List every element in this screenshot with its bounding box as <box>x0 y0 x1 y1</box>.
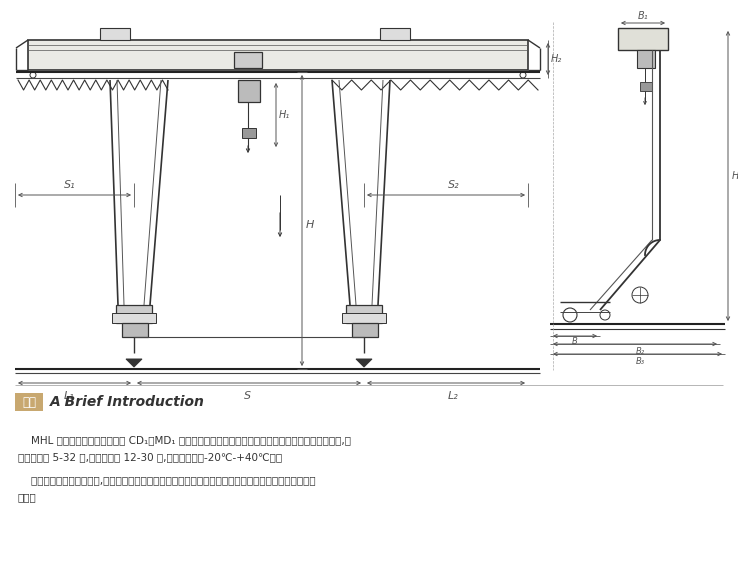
Bar <box>112 313 156 323</box>
Bar <box>346 305 382 323</box>
Polygon shape <box>356 359 372 367</box>
Text: B: B <box>572 338 578 346</box>
Bar <box>234 52 262 68</box>
Bar <box>637 50 655 68</box>
Text: B₃: B₃ <box>635 357 644 366</box>
Text: S: S <box>244 391 252 401</box>
Text: 型式。: 型式。 <box>18 492 37 502</box>
Polygon shape <box>126 359 142 367</box>
Text: 本产品为一般用途起重机,多用于露天场所及仓库的装卸或抓取物料。本产品有地面操纵和室内操纵两种: 本产品为一般用途起重机,多用于露天场所及仓库的装卸或抓取物料。本产品有地面操纵和… <box>18 475 316 485</box>
Bar <box>28 40 528 70</box>
Bar <box>342 313 386 323</box>
Text: S₂: S₂ <box>448 180 460 190</box>
Text: A Brief Introduction: A Brief Introduction <box>50 395 205 409</box>
Text: 简介: 简介 <box>22 396 36 409</box>
Text: B₁: B₁ <box>638 11 648 21</box>
Bar <box>15 393 43 411</box>
Text: MHL 型电动葟芦门式起重机与 CD₁、MD₁ 等型号的电动葟芦配套使用，是一种有轨运行的小型起重机,其: MHL 型电动葟芦门式起重机与 CD₁、MD₁ 等型号的电动葟芦配套使用，是一种… <box>18 435 351 445</box>
Text: S₁: S₁ <box>64 180 75 190</box>
Bar <box>242 128 256 138</box>
Bar <box>238 80 260 102</box>
Text: B₂: B₂ <box>635 348 644 356</box>
Bar <box>618 28 668 50</box>
Bar <box>352 323 378 337</box>
Text: L₁: L₁ <box>64 391 75 401</box>
Bar <box>640 82 652 91</box>
Text: 适用起重量 5-32 吨,适用跳度为 12-30 米,工作环境内外-20℃-+40℃内。: 适用起重量 5-32 吨,适用跳度为 12-30 米,工作环境内外-20℃-+4… <box>18 452 282 462</box>
Text: H₂: H₂ <box>551 54 562 64</box>
Bar <box>116 305 152 323</box>
Text: H: H <box>306 220 314 230</box>
Bar <box>122 323 148 337</box>
Text: H₁: H₁ <box>279 110 290 120</box>
Bar <box>380 28 410 40</box>
Text: H₂: H₂ <box>732 171 738 181</box>
Bar <box>100 28 130 40</box>
Text: L₂: L₂ <box>448 391 459 401</box>
